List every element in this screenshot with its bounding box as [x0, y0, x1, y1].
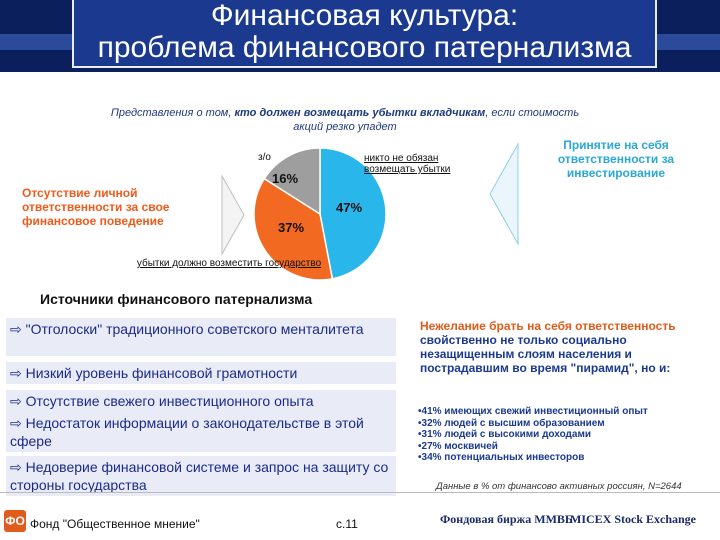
title-line-2: проблема финансового патернализма	[97, 31, 632, 64]
right-note: Принятие на себя ответственности за инве…	[557, 138, 675, 180]
micex-logo-en: MICEX Stock Exchange	[570, 512, 697, 526]
subtitle-bold: кто должен возмещать убытки вкладчикам	[234, 107, 486, 119]
source-item-5: ⇨ Недоверие финансовой системе и запрос …	[6, 456, 396, 496]
pie-label-nobody: никто не обязан возмещать убытки	[364, 153, 451, 175]
data-note: Данные в % от финансово активных россиян…	[436, 481, 682, 492]
bullet-1: •41% имеющих свежий инвестиционный опыт	[418, 406, 648, 417]
subtitle-part2: , если стоимость акций резко упадет	[293, 107, 580, 133]
right-text-body: свойственно не только социально незащище…	[420, 333, 671, 375]
title-box	[72, 0, 657, 68]
fond-name: Фонд "Общественное мнение"	[30, 517, 200, 531]
bullet-4: •27% москвичей	[418, 440, 498, 452]
source-item-2: ⇨ Низкий уровень финансовой грамотности	[6, 362, 396, 384]
source-item-4: ⇨ Недостаток информации о законодательст…	[6, 412, 396, 452]
subtitle-part1: Представления о том,	[110, 107, 235, 119]
left-arrow-shape	[221, 174, 245, 256]
title-line-1: Финансовая культура:	[210, 0, 519, 32]
micex-logo-ru: Фондовая биржа ММВБ	[440, 512, 573, 526]
right-text-lead: Нежелание брать на себя ответственность	[420, 319, 676, 333]
pie-slice-nobody	[319, 147, 387, 280]
pie-label-dont-know: з/о	[258, 152, 271, 163]
source-item-3: ⇨ Отсутствие свежего инвестиционного опы…	[6, 390, 396, 412]
left-note: Отсутствие личной ответственности за сво…	[22, 186, 170, 228]
source-text-4: Недостаток информации о законодательстве…	[10, 415, 364, 449]
pie-slice-dont-know	[263, 147, 321, 216]
pie-value-state: 37%	[278, 220, 305, 235]
source-text-3: Отсутствие свежего инвестиционного опыта	[25, 393, 314, 409]
fom-logo-icon: ФО	[4, 510, 26, 532]
source-text-2: Низкий уровень финансовой грамотности	[25, 365, 298, 381]
page-title: Финансовая культура: проблема финансовог…	[72, 0, 657, 64]
source-text-5: Недоверие финансовой системе и запрос на…	[10, 459, 389, 493]
pie-value-nobody: 47%	[336, 200, 363, 215]
sources-title: Источники финансового патернализма	[40, 291, 313, 307]
pie-label-state: убытки должно возместить государство	[136, 258, 322, 269]
bullet-2: •32% людей с высшим образованием	[418, 417, 605, 429]
pie-slice-state	[253, 177, 334, 281]
source-text-1: "Отголоски" традиционного советского мен…	[25, 321, 364, 337]
right-arrow-shape	[489, 142, 519, 246]
source-item-1: ⇨ "Отголоски" традиционного советского м…	[6, 318, 396, 356]
page-number: с.11	[336, 517, 358, 531]
bullet-3: •31% людей с высокими доходами	[418, 429, 592, 440]
chart-subtitle: Представления о том, кто должен возмещат…	[110, 106, 580, 134]
right-text-block: Нежелание брать на себя ответственность …	[420, 319, 710, 375]
footer-divider	[0, 492, 720, 493]
bullet-5: •34% потенциальных инвесторов	[418, 452, 585, 463]
bullet-list: •41% имеющих свежий инвестиционный опыт …	[418, 406, 718, 464]
pie-chart	[253, 147, 387, 281]
pie-value-dont-know: 16%	[272, 171, 299, 186]
